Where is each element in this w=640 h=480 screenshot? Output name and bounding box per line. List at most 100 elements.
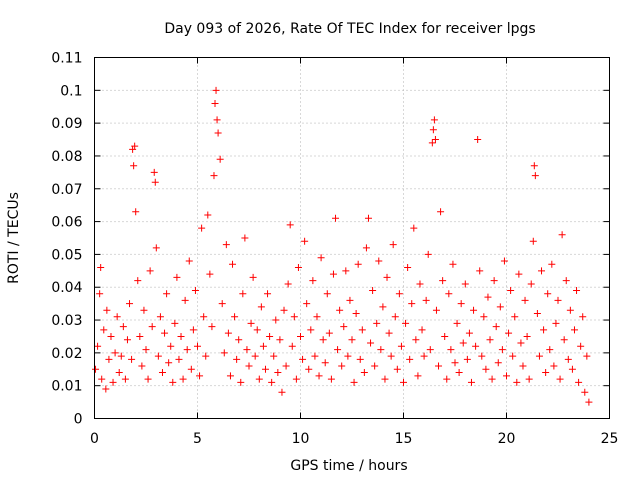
data-point xyxy=(200,313,208,321)
data-point xyxy=(416,280,424,288)
data-point xyxy=(109,378,117,386)
data-point xyxy=(344,352,352,360)
data-point xyxy=(352,309,360,317)
data-point xyxy=(406,355,414,363)
data-point xyxy=(177,332,185,340)
data-point xyxy=(445,290,453,298)
data-point xyxy=(369,287,377,295)
data-point xyxy=(579,313,587,321)
data-point xyxy=(535,352,543,360)
data-point xyxy=(494,359,502,367)
data-point xyxy=(397,342,405,350)
data-point xyxy=(465,329,473,337)
data-point xyxy=(158,369,166,377)
data-point xyxy=(301,237,309,245)
data-point xyxy=(146,267,154,275)
data-point xyxy=(430,116,438,124)
data-point xyxy=(194,342,201,350)
data-point xyxy=(327,375,335,383)
data-point xyxy=(360,369,368,377)
data-point xyxy=(261,365,269,373)
data-point xyxy=(509,352,517,360)
data-point xyxy=(546,346,554,354)
data-point xyxy=(492,323,500,331)
data-point xyxy=(136,332,144,340)
data-point xyxy=(128,355,136,363)
data-point xyxy=(280,306,288,314)
data-point xyxy=(340,323,348,331)
data-point xyxy=(577,342,585,350)
chart-title: Day 093 of 2026, Rate Of TEC Index for r… xyxy=(164,21,535,37)
x-axis-label: GPS time / hours xyxy=(290,458,407,474)
data-point xyxy=(154,352,162,360)
data-point xyxy=(102,385,110,393)
x-tick-label: 15 xyxy=(395,431,413,447)
data-point xyxy=(276,336,284,344)
data-point xyxy=(429,126,437,134)
x-tick-label: 0 xyxy=(90,431,99,447)
data-point xyxy=(346,296,354,304)
data-point xyxy=(523,332,531,340)
data-point xyxy=(253,326,261,334)
y-tick-label: 0.02 xyxy=(51,346,82,362)
data-point xyxy=(375,257,383,265)
data-point xyxy=(455,369,463,377)
data-point xyxy=(305,365,313,373)
data-point xyxy=(566,306,574,314)
data-point xyxy=(152,244,160,252)
data-point xyxy=(288,342,296,350)
data-point xyxy=(103,306,111,314)
data-point xyxy=(173,273,181,281)
data-point xyxy=(515,270,523,278)
data-point xyxy=(329,270,337,278)
data-point xyxy=(385,329,393,337)
x-tick-label: 20 xyxy=(498,431,516,447)
data-point xyxy=(338,362,346,370)
data-point xyxy=(550,362,558,370)
data-point xyxy=(239,290,247,298)
data-point xyxy=(424,250,432,258)
data-point xyxy=(237,378,245,386)
data-point xyxy=(521,296,529,304)
x-tick-label: 25 xyxy=(601,431,619,447)
data-point xyxy=(148,323,156,331)
data-point xyxy=(428,139,436,147)
data-point xyxy=(393,365,401,373)
data-point xyxy=(211,99,219,107)
data-point xyxy=(529,237,537,245)
data-point xyxy=(408,300,416,308)
data-point xyxy=(140,306,148,314)
data-point xyxy=(100,326,108,334)
data-point xyxy=(282,362,290,370)
data-point xyxy=(241,234,249,242)
data-point xyxy=(383,273,391,281)
data-point xyxy=(144,375,152,383)
data-point xyxy=(303,300,311,308)
data-point xyxy=(530,162,538,170)
data-point xyxy=(319,336,327,344)
data-point xyxy=(332,214,340,222)
data-point xyxy=(562,277,570,285)
data-point xyxy=(362,244,370,252)
data-point xyxy=(461,280,469,288)
y-tick-label: 0.06 xyxy=(51,215,82,231)
data-point xyxy=(538,267,546,275)
data-point xyxy=(463,355,471,363)
data-point xyxy=(447,346,455,354)
data-point xyxy=(432,306,440,314)
y-tick-label: 0.01 xyxy=(51,379,82,395)
data-point xyxy=(474,136,482,144)
data-point xyxy=(220,349,228,357)
data-point xyxy=(121,375,129,383)
data-point xyxy=(138,362,146,370)
data-point xyxy=(503,372,510,380)
data-point xyxy=(412,336,420,344)
data-point xyxy=(505,329,513,337)
data-point xyxy=(554,296,562,304)
data-point xyxy=(247,319,255,327)
data-point xyxy=(439,277,447,285)
data-point xyxy=(175,355,183,363)
data-point xyxy=(488,375,496,383)
data-point xyxy=(315,372,323,380)
